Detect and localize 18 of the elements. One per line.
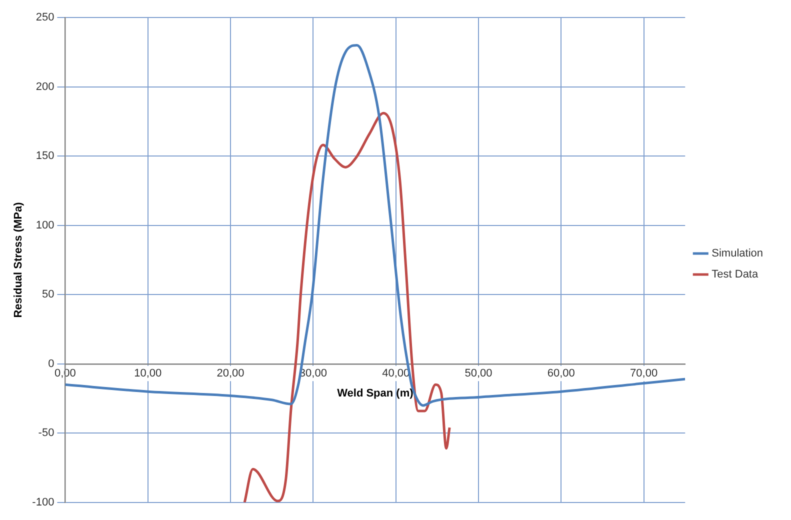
legend-label: Test Data — [712, 268, 759, 281]
x-tick-label: 70,00 — [630, 368, 658, 380]
y-tick-label: 150 — [36, 150, 54, 162]
y-axis-title: Residual Stress (MPa) — [12, 202, 25, 318]
x-tick-label: 20,00 — [216, 368, 244, 380]
legend-label: Simulation — [712, 248, 763, 260]
y-tick-label: 0 — [48, 358, 54, 370]
x-tick-label: 60,00 — [547, 368, 575, 380]
y-tick-label: 250 — [36, 12, 54, 24]
line-series — [243, 112, 451, 502]
x-tick-label: 10,00 — [134, 368, 162, 380]
y-tick-label: 50 — [42, 288, 54, 301]
y-tick-label: -100 — [32, 496, 54, 508]
x-axis-title: Weld Span (m) — [337, 388, 414, 400]
y-tick-label: -50 — [38, 427, 54, 440]
y-tick-label: 100 — [36, 219, 54, 232]
x-tick-label: 50,00 — [464, 368, 492, 380]
y-tick-label: 200 — [36, 80, 54, 93]
